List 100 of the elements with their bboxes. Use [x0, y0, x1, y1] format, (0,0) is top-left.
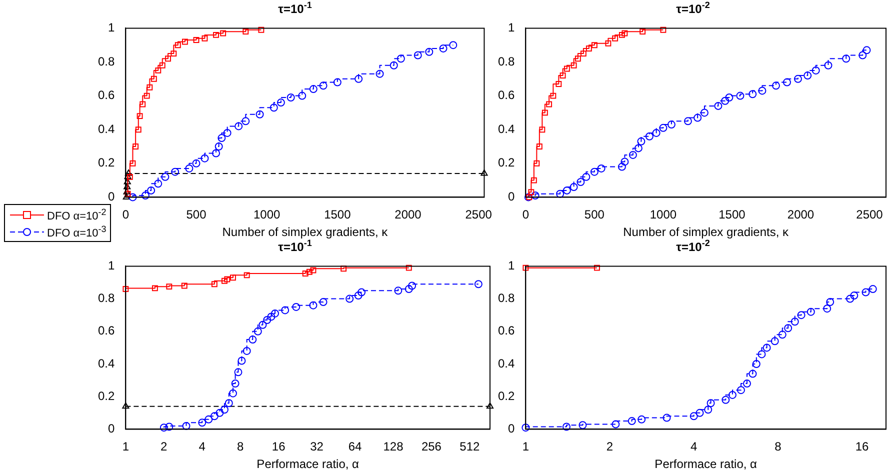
point	[618, 32, 625, 38]
point	[582, 172, 590, 181]
point	[824, 61, 832, 70]
point	[309, 85, 318, 94]
point	[270, 104, 278, 112]
point	[286, 93, 295, 102]
point	[414, 51, 422, 60]
point	[213, 32, 219, 38]
point	[574, 56, 581, 62]
point	[124, 190, 131, 197]
point	[333, 78, 342, 86]
x-axis-title: Performace ratio, α	[256, 457, 360, 472]
point	[212, 149, 220, 158]
point	[123, 188, 130, 194]
x-tick-label: 512	[460, 440, 480, 454]
y-tick-label: 0.4	[498, 356, 515, 370]
point	[159, 62, 166, 68]
point	[564, 66, 570, 72]
y-tick-label: 1	[508, 20, 515, 35]
point	[634, 144, 642, 152]
x-tick-label: 1500	[324, 208, 352, 222]
x-tick-label: 1500	[718, 208, 746, 222]
chart-title: τ=10$^{-1}$	[277, 0, 313, 16]
point	[622, 30, 628, 36]
point	[618, 162, 626, 171]
point	[319, 82, 328, 90]
x-tick-label: 4	[198, 440, 206, 454]
y-tick-label: 0.8	[98, 291, 115, 306]
point	[694, 114, 702, 122]
y-tick-label: 0.2	[98, 156, 115, 170]
point	[124, 178, 131, 184]
y-tick-label: 0.2	[498, 388, 515, 403]
point	[146, 84, 153, 90]
point	[628, 150, 637, 159]
point	[242, 117, 250, 126]
point	[586, 46, 592, 52]
point	[546, 101, 552, 108]
point	[562, 186, 571, 194]
point	[556, 190, 564, 198]
point	[862, 46, 871, 54]
point	[182, 38, 188, 45]
point	[858, 51, 867, 60]
y-tick-label: 0	[108, 422, 115, 436]
y-tick-label: 0	[508, 190, 515, 204]
point	[652, 128, 660, 137]
point	[550, 92, 556, 99]
x-axis-title: Number of simplex gradients, κ	[222, 225, 389, 240]
point	[605, 40, 612, 46]
y-tick-label: 0.2	[498, 156, 515, 170]
chart-title: τ=10$^{-2}$	[675, 0, 711, 16]
point	[161, 172, 170, 181]
point	[192, 159, 200, 168]
point	[812, 66, 820, 74]
x-tick-label: 8	[237, 440, 244, 454]
x-tick-label: 2	[160, 440, 168, 454]
point	[218, 134, 226, 142]
point	[539, 126, 546, 133]
point	[144, 92, 150, 99]
point	[660, 26, 666, 33]
x-tick-label: 32	[310, 440, 324, 454]
chart-title: τ=10$^{-1}$	[277, 238, 312, 254]
y-tick-label: 0.6	[498, 324, 515, 338]
point	[772, 82, 780, 90]
x-tick-label: 1000	[253, 208, 281, 222]
point	[258, 26, 264, 33]
point	[645, 132, 654, 140]
y-tick-label: 0.6	[98, 88, 115, 102]
point	[570, 62, 577, 68]
point	[376, 70, 384, 78]
x-tick-label: 0	[122, 208, 130, 222]
y-tick-label: 0.4	[498, 122, 515, 136]
point	[396, 54, 405, 63]
point	[202, 35, 208, 42]
x-tick-label: 1000	[650, 208, 677, 222]
x-tick-label: 64	[348, 440, 362, 454]
point	[154, 180, 162, 188]
point	[637, 137, 646, 146]
point	[124, 172, 132, 180]
legend-label: DFO α=10$^{-3}$	[47, 224, 106, 240]
point	[200, 154, 209, 162]
point	[136, 113, 143, 120]
point	[725, 93, 734, 102]
point	[439, 44, 448, 52]
point	[590, 168, 598, 176]
point	[390, 61, 398, 70]
point	[758, 86, 766, 95]
x-tick-label: 8	[774, 440, 782, 454]
point	[276, 98, 285, 107]
point	[534, 160, 540, 166]
point	[223, 128, 232, 137]
y-tick-label: 1	[108, 258, 115, 273]
chart-title: τ=10$^{-2}$	[675, 238, 710, 254]
x-tick-label: 2000	[787, 208, 814, 222]
x-tick-label: 16	[855, 440, 869, 454]
x-tick-label: 4	[690, 440, 698, 454]
point	[530, 177, 537, 184]
legend-label: DFO α=10$^{-2}$	[47, 206, 106, 222]
point	[700, 108, 708, 117]
point	[659, 124, 668, 132]
point	[425, 48, 434, 56]
